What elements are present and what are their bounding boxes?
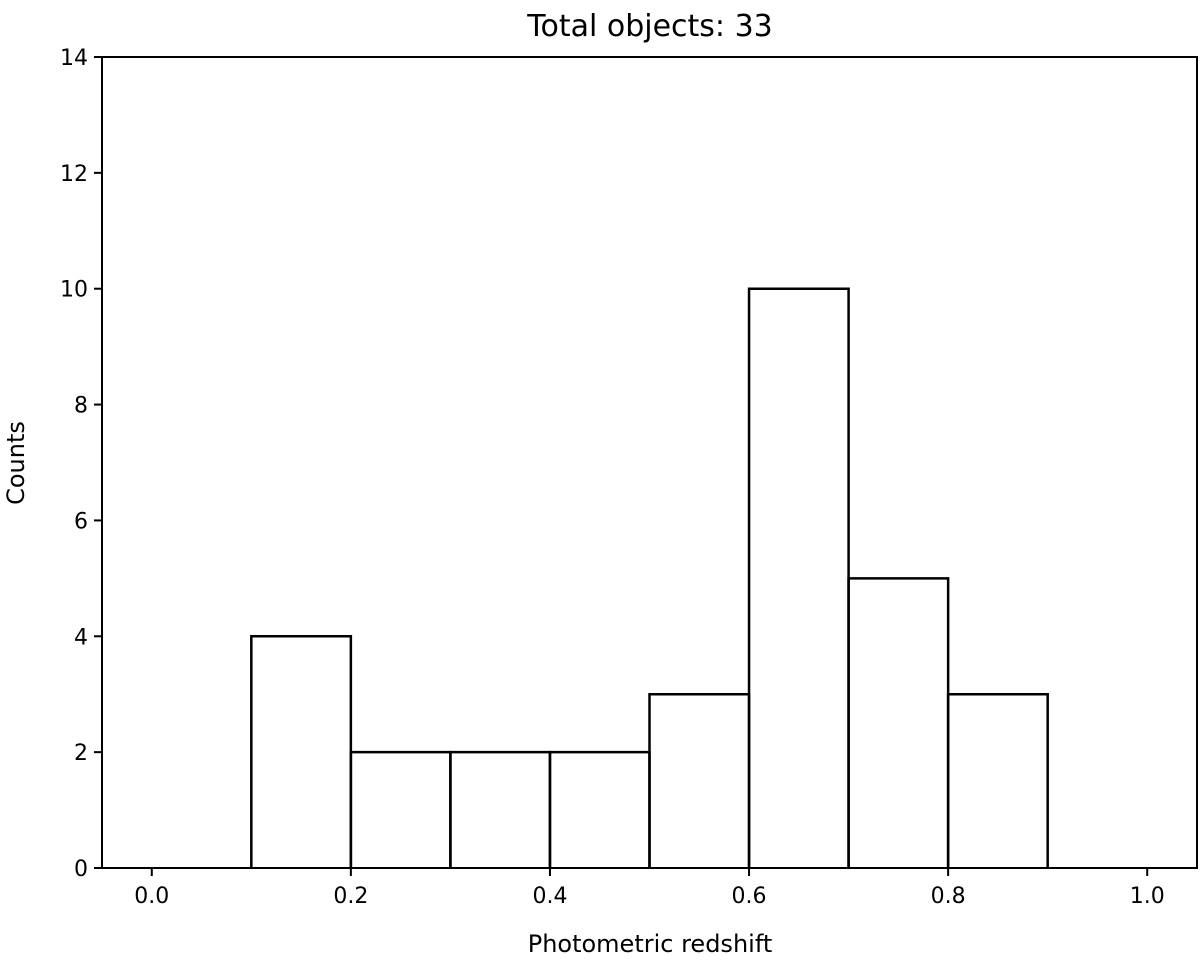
y-tick-label-2: 4 [74, 625, 88, 650]
axes-frame [101, 56, 1198, 869]
y-tick-label-5: 10 [60, 278, 88, 303]
y-axis-label: Counts [2, 421, 30, 505]
histogram-bin-9 [946, 692, 1049, 868]
x-tick-label-2: 0.4 [532, 884, 567, 909]
y-tick-label-1: 2 [74, 741, 88, 766]
x-tick-label-1: 0.2 [333, 884, 368, 909]
y-tick-label-7: 14 [60, 46, 88, 71]
y-tick-label-3: 6 [74, 509, 88, 534]
x-axis-label: Photometric redshift [528, 930, 773, 958]
y-tick-label-0: 0 [74, 857, 88, 882]
y-tick-label-6: 12 [60, 162, 88, 187]
x-tick-label-5: 1.0 [1130, 884, 1165, 909]
plot-area [151, 287, 1148, 869]
chart-title: Total objects: 33 [526, 9, 773, 44]
y-tick-label-4: 8 [74, 394, 88, 419]
x-tick-label-3: 0.6 [732, 884, 767, 909]
x-tick-label-4: 0.8 [931, 884, 966, 909]
x-axis-ticks: 0.0 0.2 0.4 0.6 0.8 1.0 [134, 868, 1165, 909]
y-axis-ticks: 0 2 4 6 8 10 12 14 [60, 46, 102, 882]
x-tick-label-0: 0.0 [134, 884, 169, 909]
